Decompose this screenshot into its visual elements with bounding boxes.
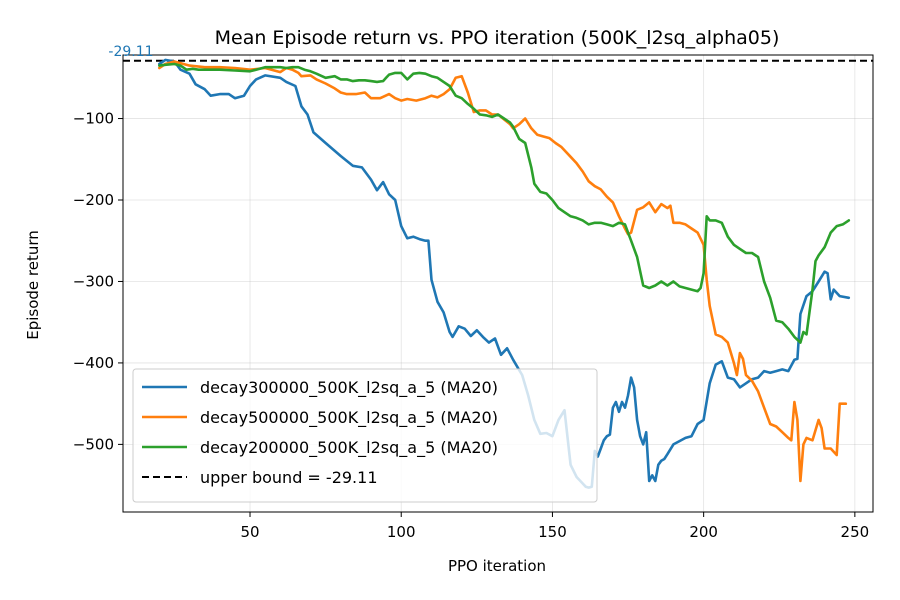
legend-label: decay500000_500K_l2sq_a_5 (MA20)	[200, 408, 498, 428]
x-tick-label: 100	[387, 523, 416, 541]
x-axis-ticks: 50 100 150 200 250	[240, 512, 869, 541]
y-tick-label: −500	[73, 435, 114, 453]
series-line-2	[158, 60, 848, 483]
x-tick-label: 200	[689, 523, 718, 541]
y-tick-label: −300	[73, 272, 114, 290]
axes-frame	[122, 54, 874, 513]
x-tick-label: 250	[841, 523, 870, 541]
y-tick-label: −200	[73, 191, 114, 209]
y-tick-label: −400	[73, 354, 114, 372]
legend-label: decay300000_500K_l2sq_a_5 (MA20)	[200, 378, 498, 398]
x-tick-label: 150	[538, 523, 567, 541]
series-line-3	[158, 62, 851, 344]
upper-bound-label: -29.11	[108, 44, 153, 60]
legend-label: decay200000_500K_l2sq_a_5 (MA20)	[200, 438, 498, 458]
y-tick-label: −100	[73, 110, 114, 128]
y-axis-label: Episode return	[24, 230, 42, 340]
x-tick-label: 50	[240, 523, 259, 541]
grid-lines	[123, 55, 873, 512]
x-axis-label: PPO iteration	[448, 557, 546, 575]
legend-label: upper bound = -29.11	[200, 468, 378, 487]
legend: decay300000_500K_l2sq_a_5 (MA20) decay500…	[132, 368, 598, 503]
y-axis-ticks: −100 −200 −300 −400 −500	[73, 110, 123, 453]
chart-title: Mean Episode return vs. PPO iteration (5…	[215, 27, 780, 49]
legend-box	[132, 368, 598, 503]
